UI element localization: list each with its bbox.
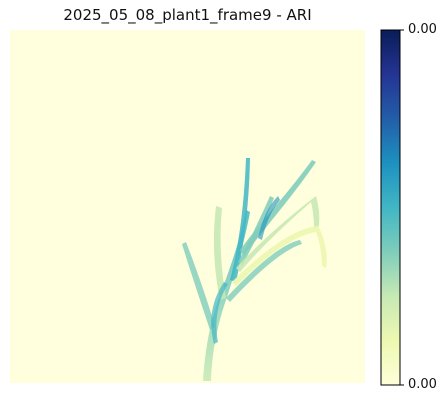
plant-leaf: [258, 196, 280, 240]
plant-leaf: [236, 196, 320, 272]
plant-leaf: [232, 226, 327, 286]
colorbar-tick-label-bottom: 0.00: [408, 377, 437, 392]
plant-leaf: [240, 160, 316, 256]
colorbar: [380, 29, 401, 386]
plant-image: [182, 158, 327, 381]
colorbar-tick-label-top: 0.00: [408, 22, 437, 37]
plant-leaf: [182, 242, 215, 330]
plant-leaf: [230, 158, 250, 282]
heatmap-background: [10, 30, 365, 383]
plant-leaf: [211, 282, 228, 344]
chart-title: 2025_05_08_plant1_frame9 - ARI: [63, 6, 312, 24]
plant-leaf: [226, 240, 302, 302]
plant-leaf: [213, 206, 226, 300]
